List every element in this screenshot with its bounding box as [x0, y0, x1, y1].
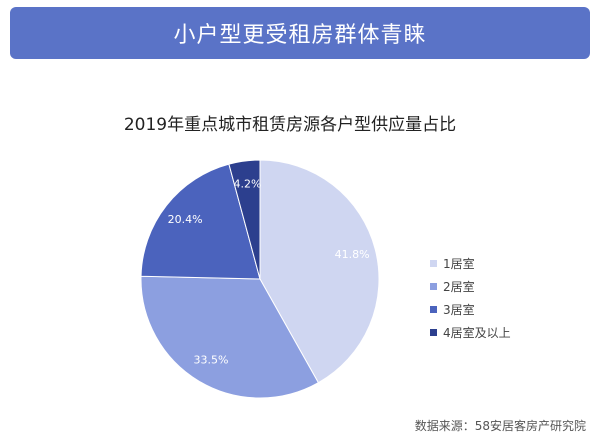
- legend-item-2: 2居室: [430, 275, 550, 298]
- legend-label-1: 1居室: [443, 257, 475, 271]
- legend-label-2: 2居室: [443, 280, 475, 294]
- data-source: 数据来源：58安居客房产研究院: [414, 419, 586, 433]
- pie-label-4: 4.2%: [233, 178, 261, 191]
- legend-swatch-1: [430, 260, 437, 267]
- pie-label-3: 20.4%: [168, 213, 203, 226]
- legend-label-4: 4居室及以上: [443, 326, 511, 340]
- legend-item-3: 3居室: [430, 298, 550, 321]
- pie-slice-1: [259, 159, 380, 384]
- banner-title: 小户型更受租房群体青睐: [173, 23, 427, 48]
- pie-slice-3: [140, 163, 261, 280]
- legend-item-1: 1居室: [430, 252, 550, 275]
- legend-item-4: 4居室及以上: [430, 321, 550, 344]
- pie-label-1: 41.8%: [335, 248, 370, 261]
- pie-label-2: 33.5%: [194, 354, 229, 367]
- pie-slice-2: [140, 275, 320, 399]
- chart-title: 2019年重点城市租赁房源各户型供应量占比: [123, 115, 457, 135]
- legend-label-3: 3居室: [443, 303, 475, 317]
- legend: 1居室 2居室 3居室 4居室及以上: [430, 252, 550, 344]
- pie-slice-4: [228, 159, 261, 280]
- legend-swatch-2: [430, 283, 437, 290]
- legend-swatch-3: [430, 306, 437, 313]
- legend-swatch-4: [430, 329, 437, 336]
- header-banner: 小户型更受租房群体青睐: [10, 7, 590, 59]
